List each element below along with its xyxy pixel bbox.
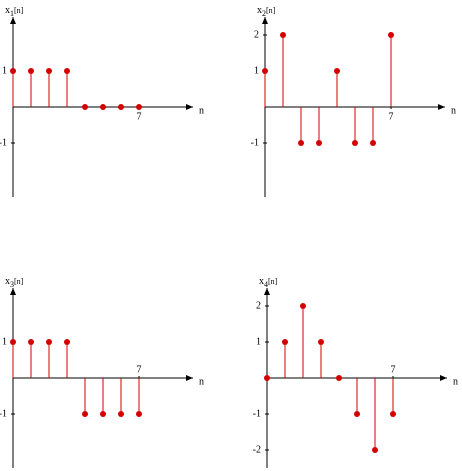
stem-marker (28, 339, 34, 345)
title-part: 1 (10, 9, 14, 18)
stem-marker (82, 411, 88, 417)
stem-marker (334, 68, 340, 74)
title-part: x (257, 5, 262, 16)
x-axis-arrow (186, 104, 193, 110)
stem-marker (388, 32, 394, 38)
x-axis-label: n (453, 376, 458, 387)
title-part: 2 (262, 9, 266, 18)
stem-plot: x4[n] n 2 1 -1 -2 7 (253, 276, 458, 468)
y-tick-label: -1 (0, 408, 7, 419)
title-part: [n] (266, 6, 276, 15)
stem-marker (352, 140, 358, 146)
stem-marker (136, 104, 142, 110)
chart-title: x1[n] (5, 5, 24, 18)
title-part: 4 (264, 280, 268, 289)
stem-marker (282, 339, 288, 345)
chart-title: x3[n] (5, 276, 24, 289)
stem-marker (10, 68, 16, 74)
y-axis-arrow (10, 288, 16, 295)
chart-title: x4[n] (259, 276, 278, 289)
title-part: [n] (268, 277, 278, 286)
chart-title: x2[n] (257, 5, 276, 18)
x-tick-label: 7 (137, 111, 142, 122)
stem-marker (370, 140, 376, 146)
y-axis-arrow (10, 17, 16, 24)
stem-marker (82, 104, 88, 110)
y-axis-arrow (262, 17, 268, 24)
x-axis-label: n (199, 376, 204, 387)
stem-marker (262, 68, 268, 74)
x-tick-label: 7 (137, 364, 142, 375)
x-axis-label: n (199, 105, 204, 116)
stem-marker (64, 68, 70, 74)
stem-marker (264, 375, 270, 381)
y-axis-arrow (264, 288, 270, 295)
stem-marker (10, 339, 16, 345)
stem-marker (390, 411, 396, 417)
y-tick-label: -2 (253, 444, 261, 455)
title-part: x (5, 276, 10, 287)
stem-marker (136, 411, 142, 417)
stem-marker (46, 68, 52, 74)
y-tick-label: -1 (0, 137, 7, 148)
title-part: x (259, 276, 264, 287)
stem-marker (336, 375, 342, 381)
stem-marker (100, 104, 106, 110)
x-tick-label: 7 (391, 364, 396, 375)
title-part: 3 (10, 280, 14, 289)
stem-marker (280, 32, 286, 38)
stem-marker (100, 411, 106, 417)
stem-plot: x2[n]n21-17 (251, 5, 456, 197)
y-tick-label: 1 (256, 336, 261, 347)
stem-marker (316, 140, 322, 146)
y-tick-label: 1 (254, 65, 259, 76)
x-axis-arrow (186, 375, 193, 381)
title-part: [n] (14, 277, 24, 286)
y-tick-label: 2 (254, 29, 259, 40)
title-part: x (5, 5, 10, 16)
y-tick-label: 2 (256, 300, 261, 311)
stem-marker (28, 68, 34, 74)
stem-marker (118, 104, 124, 110)
y-tick-label: 1 (2, 65, 7, 76)
stem-marker (354, 411, 360, 417)
stem-marker (118, 411, 124, 417)
stem-marker (46, 339, 52, 345)
x-axis-arrow (438, 104, 445, 110)
x-axis-arrow (440, 375, 447, 381)
y-tick-label: -1 (251, 137, 259, 148)
x-axis-label: n (451, 105, 456, 116)
stem-plot: x1[n]n1-17 (0, 5, 204, 197)
stem-marker (64, 339, 70, 345)
stem-marker (300, 303, 306, 309)
y-tick-label: 1 (2, 336, 7, 347)
y-tick-label: -1 (253, 408, 261, 419)
stem-marker (372, 447, 378, 453)
stem-marker (298, 140, 304, 146)
stem-marker (318, 339, 324, 345)
stem-plot: x3[n] n 1 -1 7 (0, 276, 204, 468)
x-tick-label: 7 (389, 111, 394, 122)
title-part: [n] (14, 6, 24, 15)
